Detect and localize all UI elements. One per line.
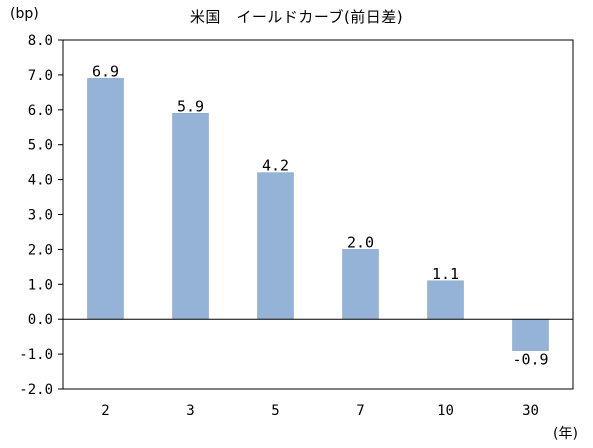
y-tick-label: 6.0 [28,103,53,119]
y-tick-label: 2.0 [28,242,53,258]
bar-7 [342,249,379,320]
y-tick-label: 1.0 [28,277,53,293]
x-tick-label: 30 [522,403,539,419]
y-tick-label: 3.0 [28,208,53,224]
bar-3 [172,113,209,320]
bar-5 [257,172,294,320]
bar-10 [427,280,464,320]
x-tick-label: 7 [356,403,364,419]
y-axis-unit-label: (bp) [10,6,39,22]
y-tick-label: 8.0 [28,33,53,49]
data-label-2: 6.9 [92,62,119,80]
x-tick-label: 2 [101,403,109,419]
data-label-30: -0.9 [512,351,548,369]
y-tick-label: 4.0 [28,173,53,189]
data-label-7: 2.0 [347,233,374,251]
bar-2 [87,78,124,320]
y-tick-label: 7.0 [28,68,53,84]
data-label-3: 5.9 [177,97,204,115]
x-tick-label: 3 [186,403,194,419]
y-tick-label: 5.0 [28,138,53,154]
plot-area: 8.0 7.0 6.0 5.0 4.0 3.0 2.0 1.0 0.0 -1.0 -2.0 6.9 5.… [19,33,574,419]
x-axis-unit-label: (年) [553,426,578,442]
bar-30 [512,318,549,351]
x-tick-label: 5 [271,403,279,419]
data-label-10: 1.1 [432,265,459,283]
data-label-5: 4.2 [262,157,289,175]
y-tick-label: -1.0 [19,347,53,363]
plot-border [62,39,574,390]
x-tick-label: 10 [437,403,454,419]
chart-title: 米国 イールドカーブ(前日差) [189,8,404,26]
y-tick-label: -2.0 [19,382,53,398]
y-tick-label: 0.0 [28,312,53,328]
